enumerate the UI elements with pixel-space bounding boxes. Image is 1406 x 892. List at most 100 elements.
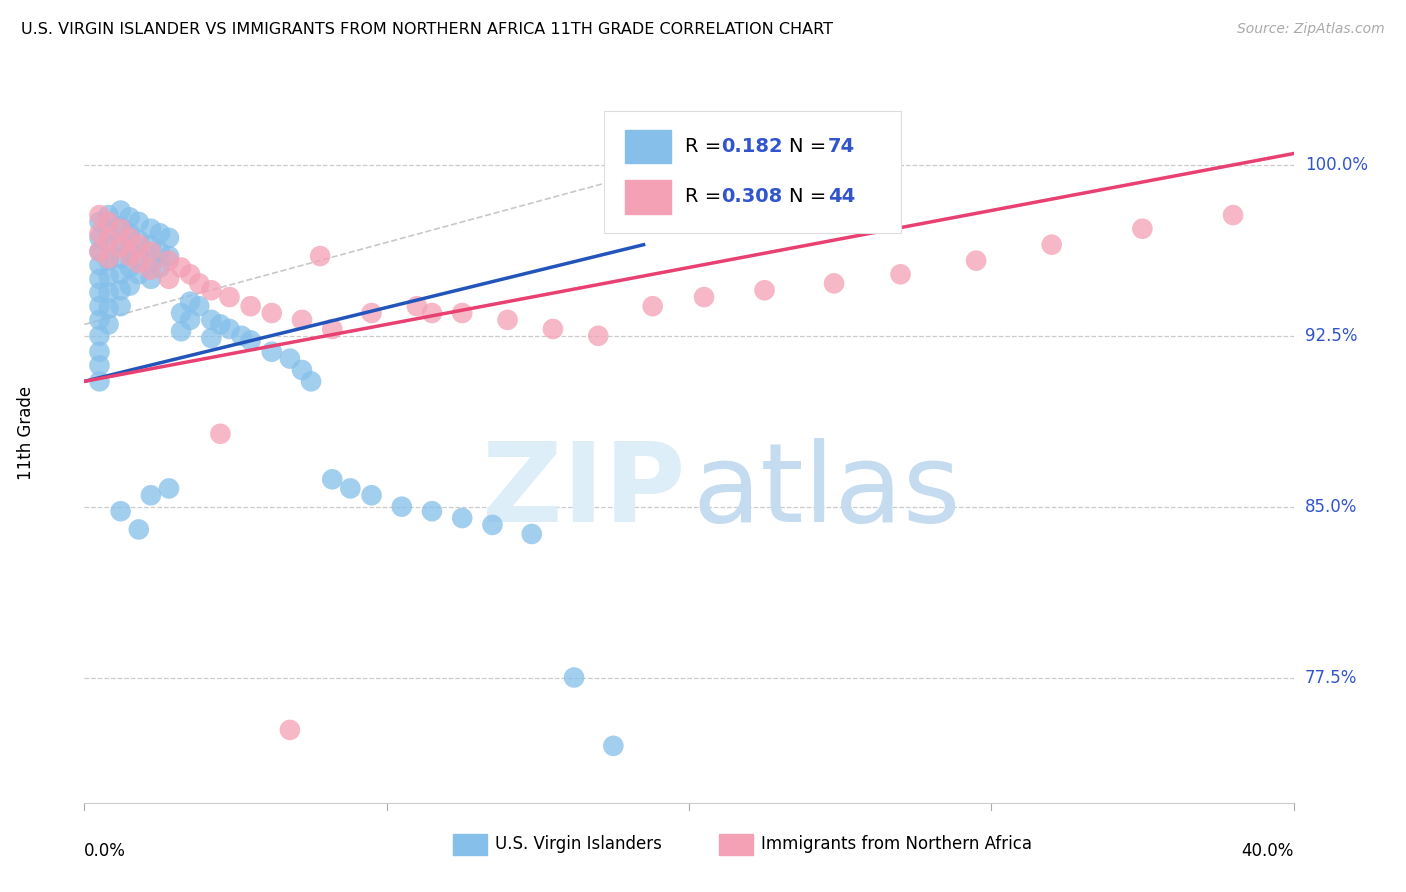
Point [890, 268, 912, 282]
Point [360, 488, 382, 502]
Point [157, 482, 180, 496]
Point [97, 252, 120, 266]
Point [200, 331, 222, 345]
Text: 100.0%: 100.0% [1305, 156, 1368, 174]
Point [239, 334, 262, 348]
Text: 74: 74 [828, 136, 855, 156]
Point [1040, 237, 1063, 252]
Point [391, 500, 413, 514]
Point [149, 260, 172, 275]
Point [139, 237, 162, 252]
Point [139, 262, 162, 277]
Text: 0.0%: 0.0% [84, 842, 127, 860]
Point [97, 208, 120, 222]
Point [562, 671, 585, 685]
Point [179, 294, 201, 309]
Point [1130, 221, 1153, 235]
Point [149, 244, 172, 259]
Point [218, 290, 240, 304]
Point [823, 277, 845, 291]
Text: 0.182: 0.182 [721, 136, 783, 156]
Point [89, 227, 111, 241]
Point [321, 472, 343, 486]
Text: R =: R = [685, 136, 728, 156]
Text: N =: N = [789, 136, 832, 156]
Point [420, 504, 443, 518]
Point [157, 231, 180, 245]
Point [170, 260, 193, 275]
Point [157, 272, 180, 286]
Point [89, 313, 111, 327]
Point [278, 351, 301, 366]
Point [139, 244, 162, 259]
Point [89, 244, 111, 259]
Point [260, 344, 283, 359]
Point [420, 306, 443, 320]
Point [110, 221, 132, 235]
Point [218, 322, 240, 336]
Text: R =: R = [685, 187, 728, 206]
Point [118, 211, 141, 225]
Point [89, 285, 111, 300]
Text: U.S. VIRGIN ISLANDER VS IMMIGRANTS FROM NORTHERN AFRICA 11TH GRADE CORRELATION C: U.S. VIRGIN ISLANDER VS IMMIGRANTS FROM … [21, 22, 834, 37]
Point [209, 318, 232, 332]
Point [170, 306, 193, 320]
Point [110, 240, 132, 254]
Point [128, 237, 150, 252]
Text: atlas: atlas [693, 438, 962, 545]
Point [97, 221, 120, 235]
Point [541, 322, 564, 336]
Point [89, 359, 111, 373]
Point [179, 268, 201, 282]
Point [496, 313, 519, 327]
Point [179, 313, 201, 327]
Point [188, 277, 211, 291]
Point [754, 283, 776, 297]
Text: 85.0%: 85.0% [1305, 498, 1357, 516]
Point [128, 523, 150, 537]
Point [321, 322, 343, 336]
Point [128, 256, 150, 270]
Point [481, 517, 503, 532]
Point [97, 301, 120, 316]
Point [118, 260, 141, 275]
Point [520, 527, 543, 541]
Text: 92.5%: 92.5% [1305, 326, 1357, 345]
Text: 0.308: 0.308 [721, 187, 783, 206]
Point [110, 283, 132, 297]
Text: 11th Grade: 11th Grade [17, 385, 35, 480]
Point [149, 227, 172, 241]
Point [641, 299, 664, 313]
Point [110, 235, 132, 250]
Point [128, 268, 150, 282]
Point [89, 299, 111, 313]
Point [231, 328, 253, 343]
Point [97, 318, 120, 332]
Point [110, 268, 132, 282]
Point [260, 306, 283, 320]
Point [110, 504, 132, 518]
Point [693, 290, 716, 304]
Point [360, 306, 382, 320]
Point [588, 328, 610, 343]
Point [97, 233, 120, 247]
Point [200, 313, 222, 327]
Point [89, 272, 111, 286]
Point [291, 363, 314, 377]
Point [97, 253, 120, 268]
Point [89, 328, 111, 343]
Point [118, 227, 141, 241]
Point [451, 306, 474, 320]
Point [110, 219, 132, 234]
Point [451, 511, 474, 525]
Point [299, 375, 322, 389]
Point [157, 249, 180, 263]
Point [118, 231, 141, 245]
Point [118, 244, 141, 259]
Text: N =: N = [789, 187, 832, 206]
Point [128, 249, 150, 263]
Point [309, 249, 332, 263]
Point [139, 272, 162, 286]
Text: U.S. Virgin Islanders: U.S. Virgin Islanders [495, 835, 662, 853]
Point [1222, 208, 1244, 222]
